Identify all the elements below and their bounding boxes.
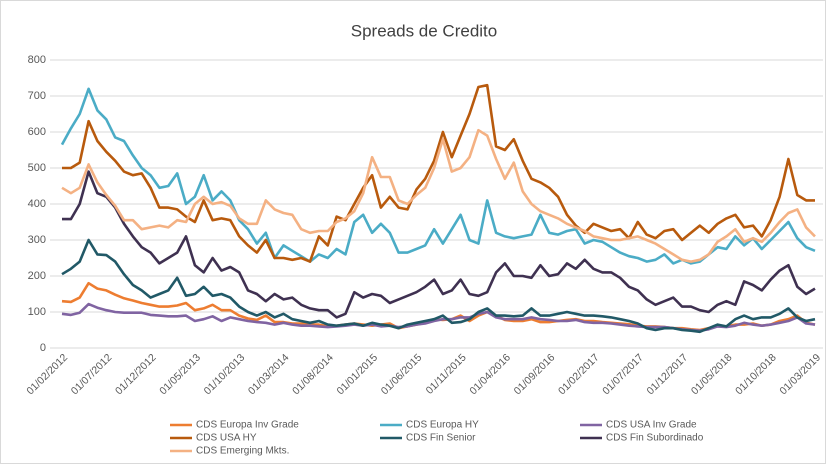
legend-label: CDS USA HY [196, 433, 257, 444]
y-tick-label: 600 [28, 126, 46, 138]
legend-label: CDS Europa Inv Grade [196, 420, 299, 431]
y-tick-label: 400 [28, 198, 46, 210]
legend-label: CDS Fin Senior [406, 433, 476, 444]
y-tick-label: 800 [28, 54, 46, 66]
series-line [60, 87, 816, 265]
y-tick-label: 700 [28, 90, 46, 102]
series-line [61, 128, 816, 263]
chart-title: Spreads de Credito [351, 21, 497, 40]
legend-label: CDS Fin Subordinado [606, 433, 704, 444]
y-tick-label: 500 [28, 162, 46, 174]
series-line [61, 238, 816, 334]
series-line [62, 170, 816, 319]
y-tick-label: 100 [28, 306, 46, 318]
y-tick-label: 200 [28, 270, 46, 282]
legend-label: CDS USA Inv Grade [606, 420, 697, 431]
legend-label: CDS Europa HY [406, 420, 479, 431]
y-tick-label: 300 [28, 234, 46, 246]
legend-label: CDS Emerging Mkts. [196, 446, 289, 457]
y-tick-label: 0 [40, 342, 46, 354]
